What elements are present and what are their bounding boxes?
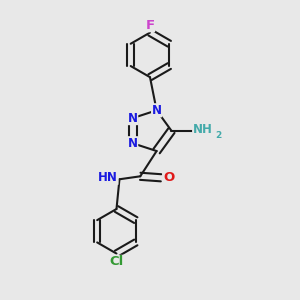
Text: NH: NH: [193, 123, 212, 136]
Text: N: N: [128, 137, 138, 150]
Text: 2: 2: [215, 130, 221, 140]
Text: Cl: Cl: [110, 255, 124, 268]
Text: N: N: [128, 112, 138, 124]
Text: HN: HN: [98, 171, 118, 184]
Text: O: O: [163, 171, 174, 184]
Text: N: N: [152, 104, 162, 117]
Text: F: F: [146, 19, 154, 32]
